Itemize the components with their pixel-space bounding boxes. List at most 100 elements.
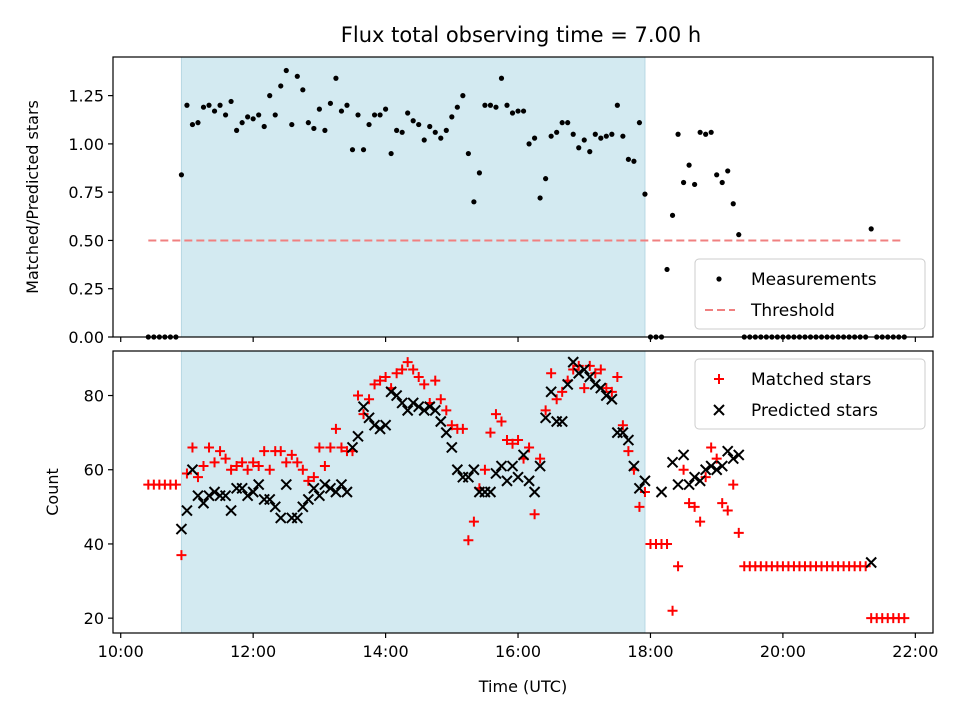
top-y-tick-label: 0.50 (68, 231, 104, 250)
measurements-point (184, 102, 190, 108)
matched-stars-point (573, 360, 584, 371)
x-tick-label: 18:00 (627, 642, 673, 661)
measurements-point (581, 137, 587, 143)
matched-stars-point (215, 446, 226, 457)
measurements-point (278, 83, 284, 89)
measurements-point (697, 129, 703, 135)
measurements-point (338, 108, 345, 114)
measurements-point (631, 158, 637, 164)
matched-stars-point (325, 442, 336, 453)
top-y-tick-label: 0.75 (68, 183, 104, 202)
measurements-point (217, 102, 223, 108)
predicted-stars-point (412, 400, 425, 413)
predicted-stars-point (865, 556, 877, 569)
measurements-point (206, 102, 212, 108)
matched-stars-point (678, 464, 689, 475)
predicted-stars-point (264, 493, 276, 506)
matched-stars-point (242, 464, 253, 475)
measurements-point (537, 195, 543, 201)
measurements-point (245, 114, 251, 120)
matched-stars-point (496, 416, 507, 427)
measurements-point (283, 67, 289, 74)
predicted-stars-point (297, 501, 309, 513)
top-panel: 0.00 0.25 0.50 0.75 1.00 1.25 Matched/Predicte… (23, 56, 934, 347)
matched-stars-point (187, 442, 198, 453)
predicted-stars-point (501, 475, 513, 487)
matched-stars-point (181, 468, 192, 479)
predicted-stars-point (595, 382, 607, 394)
predicted-stars-point (203, 490, 215, 502)
measurements-point (620, 133, 626, 139)
measurements-point (449, 114, 455, 120)
predicted-stars-point (335, 478, 348, 491)
x-axis-label: Time (UTC) (478, 677, 567, 696)
measurements-point (460, 93, 466, 99)
matched-stars-point (501, 435, 512, 446)
matched-stars-point (639, 487, 650, 497)
bottom-observing-window (180, 350, 646, 634)
measurements-point (526, 141, 532, 147)
predicted-stars-point (418, 404, 430, 417)
predicted-stars-point (523, 475, 535, 487)
matched-stars-point (170, 479, 181, 490)
matched-stars-point (430, 375, 441, 386)
matched-stars-point (435, 394, 446, 405)
predicted-stars-point (197, 497, 210, 509)
predicted-stars-point (357, 400, 370, 413)
measurements-point (178, 172, 185, 178)
measurements-point (294, 73, 300, 79)
bottom-y-tick-label: 80 (84, 387, 104, 406)
measurements-point (476, 170, 483, 176)
measurements-point (543, 176, 549, 182)
predicted-stars-point (208, 486, 221, 498)
predicted-stars-point (175, 523, 188, 535)
matched-stars-point (513, 435, 524, 446)
top-y-tick-label: 1.25 (68, 87, 104, 106)
predicted-stars-point (484, 486, 497, 498)
measurements-point (576, 145, 582, 151)
predicted-stars-point (628, 460, 640, 472)
matched-stars-point (667, 605, 678, 616)
predicted-stars-point (324, 482, 337, 494)
predicted-stars-point (561, 378, 574, 391)
predicted-stars-point (352, 430, 364, 443)
predicted-stars-point (440, 426, 453, 439)
matched-stars-point (192, 472, 203, 483)
predicted-stars-point (181, 504, 193, 517)
predicted-stars-point (733, 449, 745, 461)
matched-stars-point (275, 446, 286, 457)
measurements-point (570, 131, 576, 137)
measurements-point (669, 212, 676, 218)
measurements-point (498, 75, 505, 81)
top-axes-frame (112, 56, 934, 338)
matched-stars-point (226, 464, 237, 475)
measurements-point (327, 100, 334, 106)
measurements-point (443, 127, 449, 133)
top-y-tick-label: 0.25 (68, 280, 104, 299)
matched-stars-point (353, 390, 364, 401)
measurements-point (256, 112, 262, 118)
measurements-point (554, 129, 560, 135)
predicted-stars-point (390, 389, 403, 402)
predicted-stars-point (363, 412, 375, 424)
measurements-point (504, 102, 510, 108)
matched-stars-point (281, 457, 292, 468)
top-y-axis-label: Matched/Predicted stars (23, 100, 42, 294)
predicted-stars-point (727, 452, 739, 465)
matched-stars-point (264, 464, 275, 475)
matched-stars-point (441, 405, 452, 416)
measurements-point (609, 131, 615, 137)
matched-stars-point (728, 479, 739, 490)
predicted-stars-point (672, 478, 684, 491)
matched-stars-point (612, 371, 623, 382)
measurements-point (736, 232, 742, 238)
matched-stars-point (237, 457, 248, 468)
figure-title: Flux total observing time = 7.00 h (341, 23, 701, 47)
matched-stars-point (662, 538, 673, 549)
predicted-stars-point (722, 445, 734, 457)
predicted-stars-point (451, 464, 464, 476)
legend-matched-stars-marker (714, 374, 724, 384)
measurements-point (625, 156, 631, 162)
predicted-stars-point (716, 460, 728, 472)
